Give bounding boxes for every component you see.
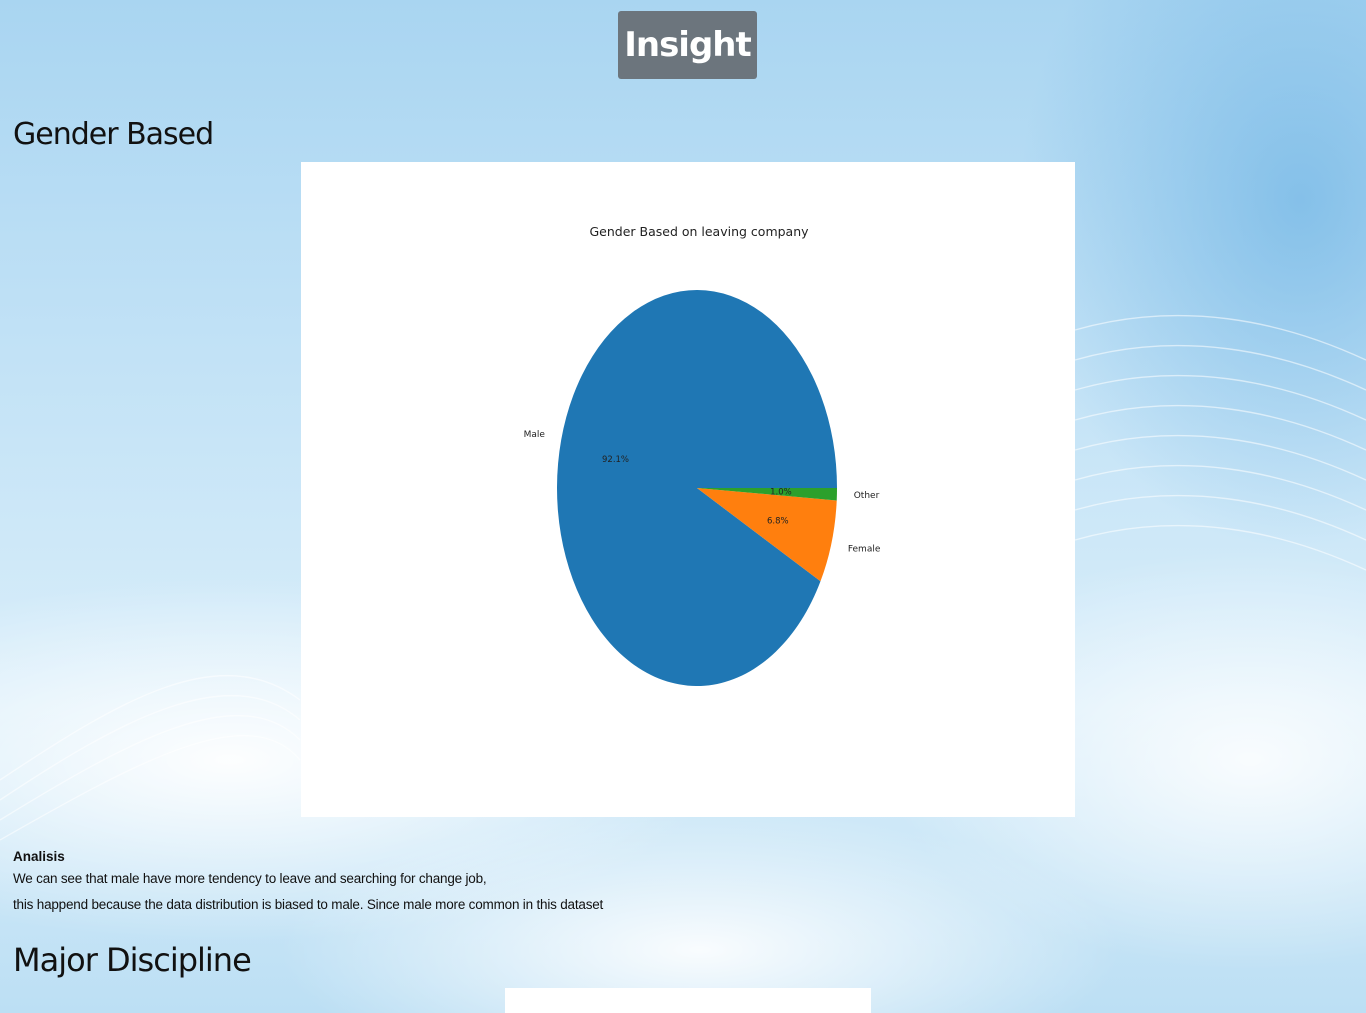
slice-pct-label-other: 1.0%	[770, 488, 792, 498]
analysis-title: Analisis	[13, 849, 65, 864]
slice-label-male: Male	[524, 430, 546, 440]
slice-pct-label-female: 6.8%	[767, 516, 789, 526]
pie-slice-male	[557, 289, 837, 686]
pie-slice-female	[697, 488, 837, 582]
major-discipline-chart-panel	[505, 988, 871, 1013]
section-heading-gender-based: Gender Based	[13, 117, 214, 152]
chart-title: Gender Based on leaving company	[589, 224, 809, 239]
pie-slice-other	[697, 488, 837, 501]
page-title: Insight	[618, 11, 757, 79]
analysis-line: We can see that male have more tendency …	[13, 871, 487, 886]
slice-label-other: Other	[854, 491, 880, 501]
analysis-line: this happend because the data distributi…	[13, 897, 604, 912]
gender-pie-chart-panel: Gender Based on leaving company Male 92.1…	[301, 162, 1075, 817]
slice-label-female: Female	[848, 545, 881, 555]
section-heading-major-discipline: Major Discipline	[13, 941, 252, 979]
slice-pct-label-male: 92.1%	[602, 455, 629, 465]
analysis-block: Analisis We can see that male have more …	[13, 848, 603, 918]
gender-pie-chart: Gender Based on leaving company Male 92.1…	[524, 224, 881, 686]
